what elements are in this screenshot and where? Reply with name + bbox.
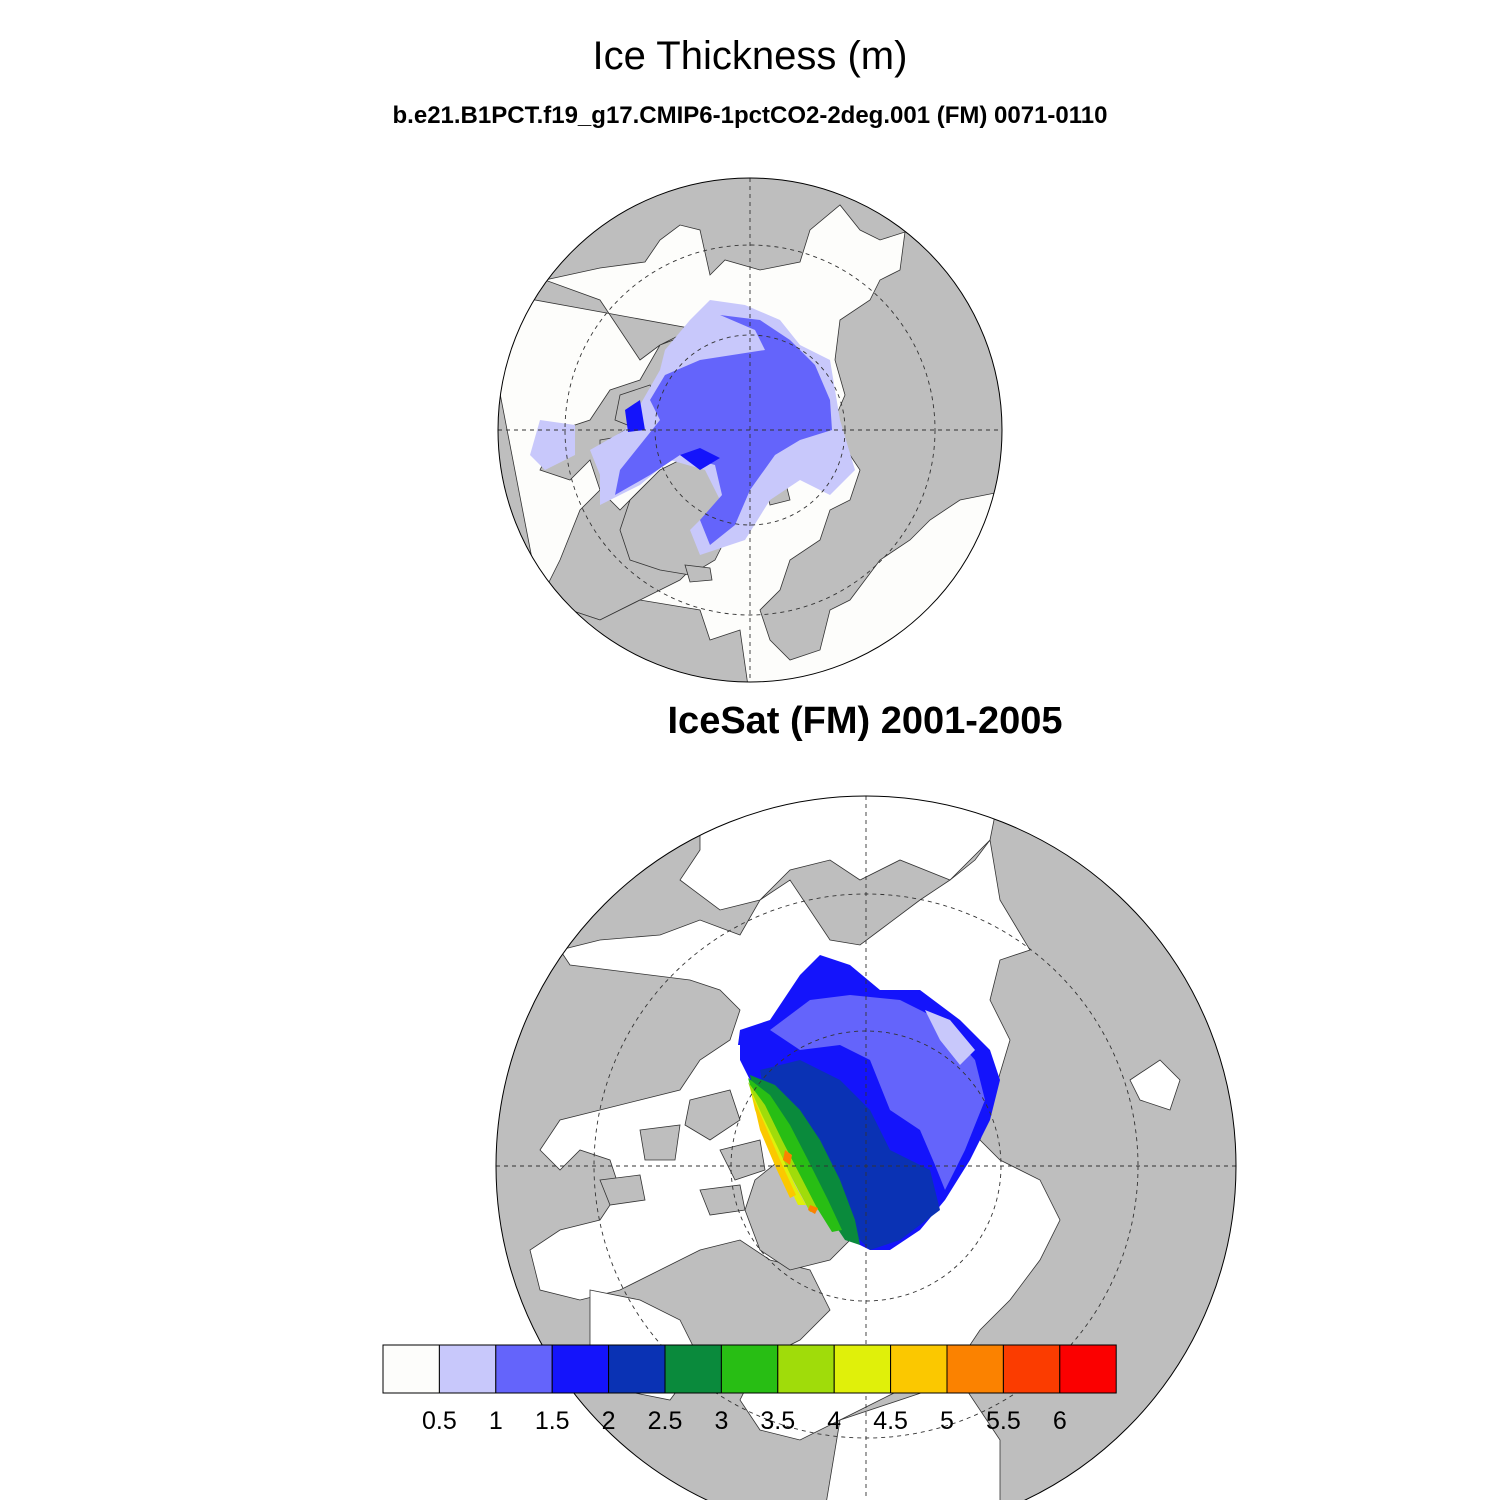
colorbar-swatch bbox=[664, 1344, 722, 1394]
colorbar-label: 3.5 bbox=[760, 1407, 795, 1435]
colorbar-label: 4.5 bbox=[873, 1407, 908, 1435]
colorbar-swatch bbox=[608, 1344, 666, 1394]
map2-archipelago bbox=[599, 1089, 766, 1216]
colorbar-label: 1 bbox=[489, 1407, 503, 1435]
colorbar-swatch bbox=[382, 1344, 440, 1394]
map2-graticule bbox=[496, 796, 1236, 1500]
colorbar: 0.5 1 1.5 2 2.5 3 3.5 4 4.5 5 5.5 6 bbox=[382, 1344, 1117, 1435]
map-panel-model bbox=[497, 177, 1003, 683]
colorbar-swatch bbox=[551, 1344, 610, 1394]
colorbar-label: 3 bbox=[714, 1407, 728, 1435]
colorbar-label: 6 bbox=[1053, 1407, 1067, 1435]
panel1-title: b.e21.B1PCT.f19_g17.CMIP6-1pctCO2-2deg.0… bbox=[392, 102, 1108, 129]
main-title: Ice Thickness (m) bbox=[592, 34, 908, 78]
map1-border bbox=[497, 177, 1003, 683]
colorbar-label: 5.5 bbox=[986, 1407, 1021, 1435]
colorbar-swatch bbox=[1059, 1344, 1117, 1394]
colorbar-label: 0.5 bbox=[422, 1407, 457, 1435]
colorbar-swatch bbox=[1002, 1344, 1061, 1394]
map2-border bbox=[495, 795, 1237, 1500]
colorbar-swatch bbox=[946, 1344, 1004, 1394]
colorbar-swatch bbox=[777, 1344, 835, 1394]
colorbar-swatch bbox=[890, 1344, 948, 1394]
colorbar-label: 2.5 bbox=[648, 1407, 683, 1435]
colorbar-label: 4 bbox=[827, 1407, 841, 1435]
colorbar-swatch bbox=[720, 1344, 779, 1394]
map-panel-icesat bbox=[495, 795, 1237, 1500]
map1-graticule bbox=[498, 178, 1002, 682]
colorbar-swatch bbox=[833, 1344, 892, 1394]
colorbar-swatch bbox=[438, 1344, 497, 1394]
colorbar-swatch bbox=[495, 1344, 553, 1394]
map2-sea-ice bbox=[738, 955, 1000, 1250]
panel2-title: IceSat (FM) 2001-2005 bbox=[667, 700, 1063, 742]
colorbar-label: 5 bbox=[940, 1407, 954, 1435]
colorbar-label: 2 bbox=[602, 1407, 616, 1435]
colorbar-label: 1.5 bbox=[535, 1407, 570, 1435]
